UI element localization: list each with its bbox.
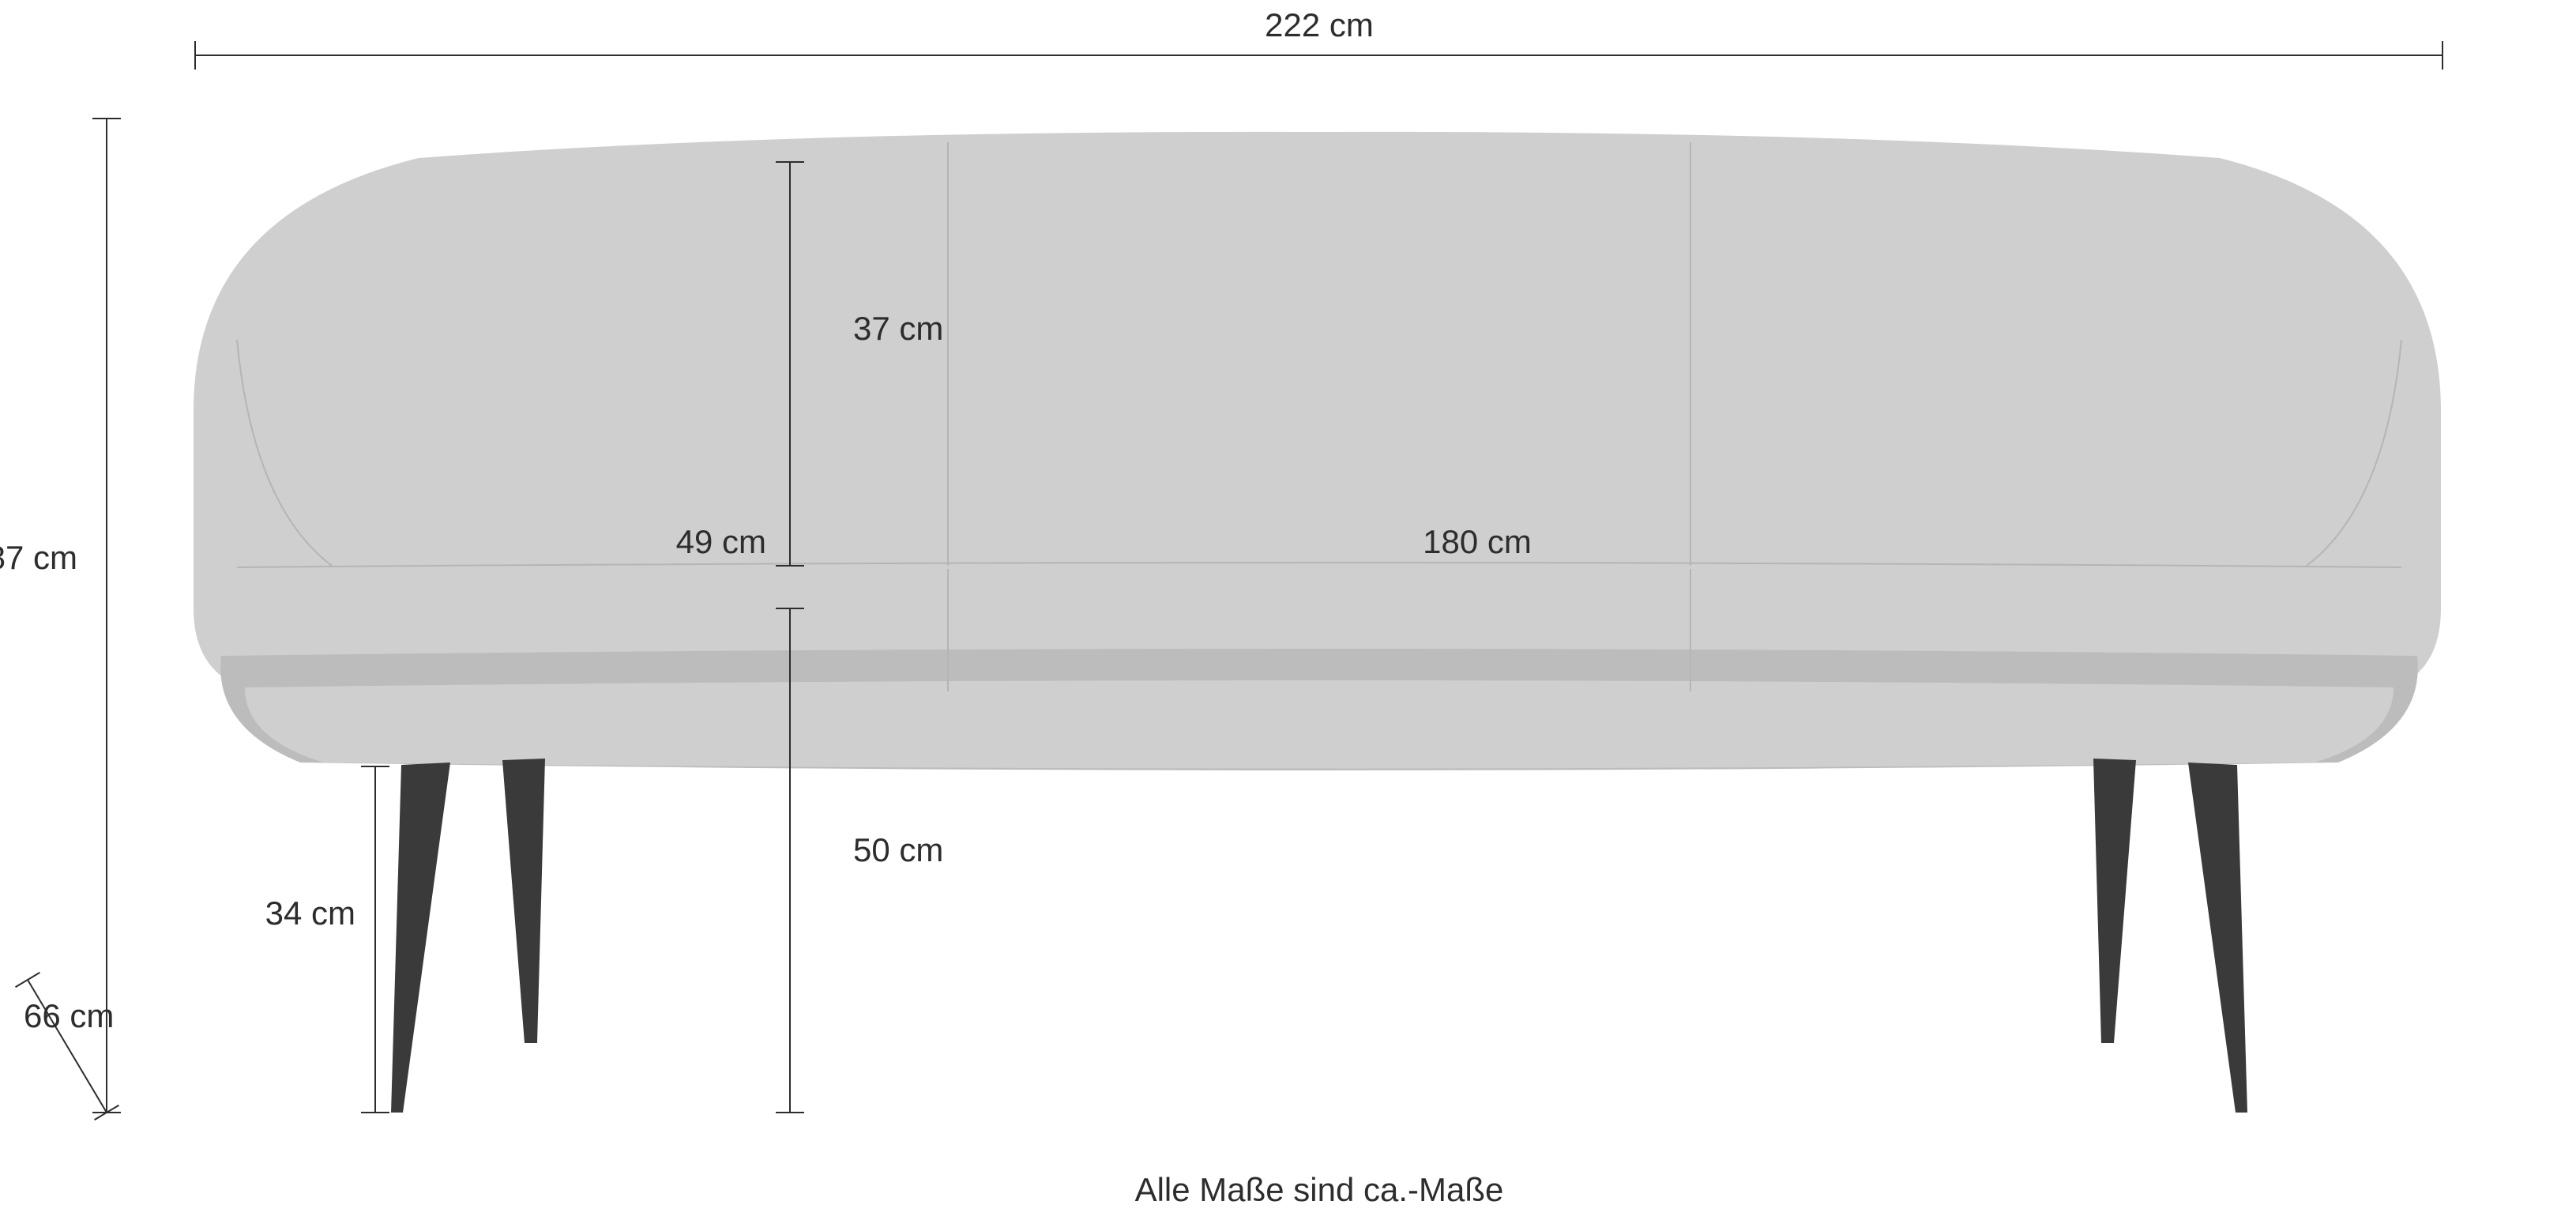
sofa-leg [391,762,450,1113]
sofa-leg [502,759,545,1043]
sofa-leg [2093,759,2136,1043]
dimension-label: 180 cm [1423,523,1532,560]
dimension-seat_depth: 49 cm [676,523,766,560]
dimension-diagram: 222 cm 87 cm 66 cm 34 cm 50 cm 37 cm 49 cm 180 … [0,0,2576,1216]
dimension-label: 222 cm [1265,6,1374,43]
dimension-label: 87 cm [0,539,77,576]
dimension-total_width: 222 cm [195,6,2442,70]
dimension-label: 49 cm [676,523,766,560]
dimension-seat_width: 180 cm [1423,523,1532,560]
dimension-total_height: 87 cm [0,119,121,1113]
dimension-leg_height: 34 cm [265,766,389,1113]
dimension-label: 34 cm [265,894,355,932]
dimension-label: 50 cm [853,831,943,868]
footer-note: Alle Maße sind ca.-Maße [1135,1171,1504,1208]
dimension-label: 66 cm [24,997,114,1034]
sofa-legs [391,759,2247,1113]
dimension-label: 37 cm [853,310,943,347]
sofa-leg [2188,762,2247,1113]
dimension-depth: 66 cm [16,973,119,1120]
sofa-silhouette [194,132,2441,770]
sofa-apron-front [245,680,2394,769]
